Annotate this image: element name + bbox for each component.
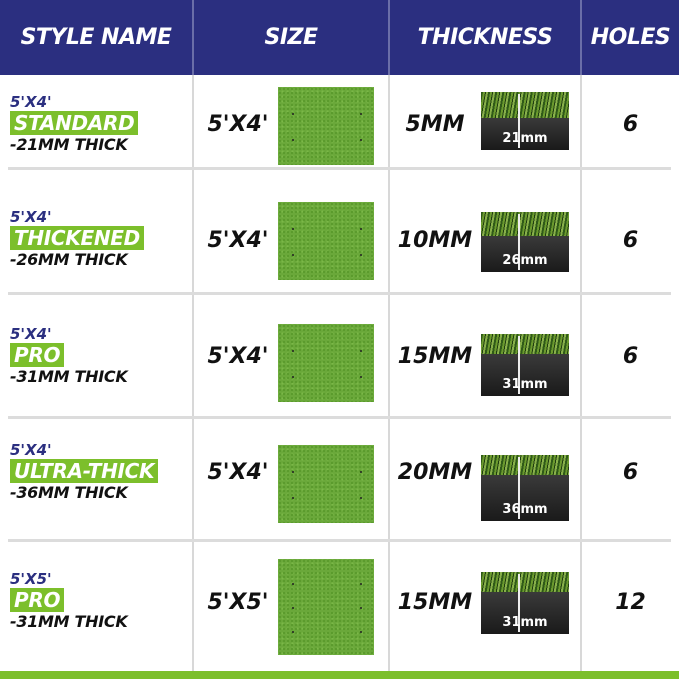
holes-value: 6 [622, 460, 639, 485]
footer-bar [0, 671, 679, 679]
divider [192, 75, 194, 671]
style-thickness: -26MM THICK [10, 250, 128, 269]
turf-sample-image: 21mm [481, 92, 569, 150]
thickness-text: 20MM [397, 460, 473, 485]
turf-sample-image: 31mm [481, 334, 569, 396]
style-size: 5'X4' [10, 325, 52, 343]
divider [580, 75, 582, 671]
holes-value: 12 [615, 590, 646, 615]
divider [8, 167, 671, 170]
divider [388, 75, 390, 671]
size-text: 5'X5' [207, 590, 269, 615]
hole-dot [292, 470, 295, 473]
size-text: 5'X4' [207, 460, 269, 485]
style-name-cell: 5'X4' PRO -31MM THICK [10, 325, 128, 387]
style-badge: ULTRA-THICK [10, 459, 159, 483]
mat-image [278, 445, 374, 523]
hole-dot [359, 349, 362, 352]
sample-label: 31mm [502, 377, 548, 392]
style-name-cell: 5'X5' PRO -31MM THICK [10, 570, 128, 632]
sample-label: 21mm [502, 131, 548, 146]
hole-dot [292, 631, 295, 633]
turf-sample-image: 31mm [481, 572, 569, 634]
style-name-cell: 5'X4' STANDARD -21MM THICK [10, 93, 139, 155]
hole-dot [292, 349, 295, 352]
hole-dot [359, 607, 362, 609]
hole-dot [359, 112, 362, 115]
holes-value: 6 [622, 344, 639, 369]
mat-image [278, 87, 374, 165]
hole-dot [359, 497, 362, 500]
sample-label: 31mm [502, 615, 548, 630]
thickness-text: 5MM [405, 112, 465, 137]
style-thickness: -21MM THICK [10, 135, 128, 154]
sample-label: 26mm [502, 253, 548, 268]
style-badge: PRO [10, 588, 65, 612]
mat-image [278, 324, 374, 402]
style-thickness: -31MM THICK [10, 367, 128, 386]
hole-dot [292, 497, 295, 500]
sample-label: 36mm [502, 502, 548, 517]
divider [8, 539, 671, 542]
style-size: 5'X4' [10, 441, 52, 459]
hole-dot [292, 607, 295, 609]
style-size: 5'X4' [10, 208, 52, 226]
hole-dot [359, 470, 362, 473]
hole-dot [292, 112, 295, 115]
hole-dot [292, 376, 295, 379]
hole-dot [359, 376, 362, 379]
style-thickness: -36MM THICK [10, 483, 128, 502]
turf-sample-image: 26mm [481, 212, 569, 272]
hole-dot [292, 139, 295, 142]
divider [192, 0, 194, 75]
style-badge: PRO [10, 343, 65, 367]
divider [8, 292, 671, 295]
turf-sample-image: 36mm [481, 455, 569, 521]
style-name-cell: 5'X4' ULTRA-THICK -36MM THICK [10, 441, 159, 503]
hole-dot [292, 227, 295, 230]
hole-dot [359, 254, 362, 257]
holes-value: 6 [622, 228, 639, 253]
hole-dot [359, 139, 362, 142]
header-size: SIZE [264, 25, 318, 50]
divider [8, 416, 671, 419]
table-header: STYLE NAME SIZE THICKNESS HOLES [0, 0, 679, 75]
hole-dot [292, 254, 295, 257]
thickness-text: 10MM [397, 228, 473, 253]
divider [388, 0, 390, 75]
size-text: 5'X4' [207, 112, 269, 137]
hole-dot [359, 227, 362, 230]
header-style-name: STYLE NAME [20, 25, 172, 50]
style-thickness: -31MM THICK [10, 612, 128, 631]
size-text: 5'X4' [207, 228, 269, 253]
style-badge: STANDARD [10, 111, 139, 135]
hole-dot [292, 583, 295, 585]
style-name-cell: 5'X4' THICKENED -26MM THICK [10, 208, 144, 270]
divider [580, 0, 582, 75]
header-holes: HOLES [590, 25, 671, 50]
size-text: 5'X4' [207, 344, 269, 369]
style-size: 5'X5' [10, 570, 52, 588]
style-badge: THICKENED [10, 226, 144, 250]
thickness-text: 15MM [397, 344, 473, 369]
mat-image [278, 559, 374, 655]
style-size: 5'X4' [10, 93, 52, 111]
thickness-text: 15MM [397, 590, 473, 615]
header-thickness: THICKNESS [417, 25, 553, 50]
mat-image [278, 202, 374, 280]
hole-dot [359, 583, 362, 585]
holes-value: 6 [622, 112, 639, 137]
hole-dot [359, 631, 362, 633]
